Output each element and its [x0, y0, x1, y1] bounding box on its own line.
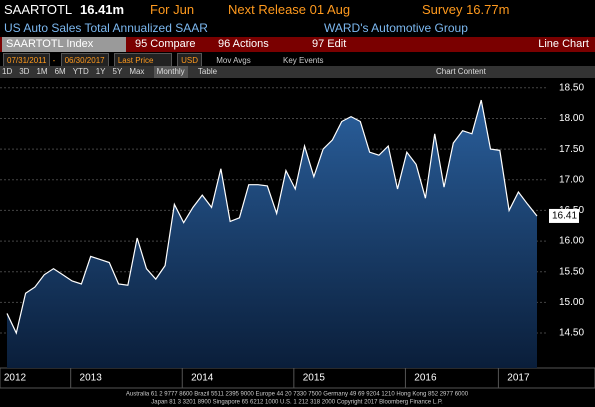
y-tick-label: 18.00: [559, 113, 584, 124]
field[interactable]: Last Price: [113, 53, 172, 66]
y-tick-label: 16.00: [559, 236, 584, 247]
survey: Survey 16.77m: [422, 2, 510, 17]
period-button[interactable]: Max: [129, 67, 145, 76]
currency[interactable]: USD: [177, 53, 202, 66]
mov-avgs[interactable]: Mov Avgs: [216, 56, 251, 65]
x-tick-label: 2014: [191, 373, 214, 384]
toolbar: SAARTOTL Index 95 Compare 96 Actions 97 …: [0, 37, 595, 52]
controls: 07/31/2011 - 06/30/2017 Last Price USD M…: [0, 53, 595, 66]
release: Next Release 01 Aug: [228, 2, 351, 17]
period-button[interactable]: 6M: [54, 67, 66, 76]
description-row: US Auto Sales Total Annualized SAAR WARD…: [0, 20, 595, 36]
y-tick-label: 14.50: [559, 328, 584, 339]
period: For Jun: [150, 2, 195, 17]
y-tick-label: 17.00: [559, 174, 584, 185]
frequency[interactable]: Monthly: [153, 66, 188, 78]
end-date[interactable]: 06/30/2017: [60, 53, 109, 66]
line: [6, 99, 538, 335]
toolbar-button[interactable]: 96 Actions: [218, 38, 269, 50]
period-button[interactable]: 5Y: [112, 67, 123, 76]
area-fill: [7, 100, 537, 368]
y-tick-label: 15.00: [559, 297, 584, 308]
last-value-label: 16.41: [552, 211, 577, 222]
security[interactable]: SAARTOTL Index: [2, 37, 126, 52]
x-tick-label: 2015: [303, 373, 326, 384]
x-tick-label: 2016: [414, 373, 437, 384]
key-events[interactable]: Key Events: [282, 56, 324, 65]
periods: 1D 3D 1M 6M YTD 1Y 5Y Max: [0, 66, 151, 78]
ticker: SAARTOTL: [4, 2, 73, 17]
view-name: Line Chart: [538, 38, 589, 50]
period-button[interactable]: 1M: [36, 67, 48, 76]
y-tick-label: 15.50: [559, 266, 584, 277]
last-value: 16.41m: [80, 2, 125, 17]
y-tick-label: 17.50: [559, 144, 584, 155]
footer-line: Australia 61 2 9777 8600 Brazil 5511 239…: [126, 392, 469, 398]
toolbar-button[interactable]: 95 Compare: [135, 38, 196, 50]
header-row: SAARTOTL 16.41m For Jun Next Release 01 …: [0, 0, 595, 20]
chart-content[interactable]: Chart Content: [436, 67, 486, 76]
toolbar-button[interactable]: 97 Edit: [312, 38, 347, 50]
chart: 14.5015.0015.5016.0016.5017.0017.5018.00…: [0, 78, 595, 406]
footer-line: Japan 81 3 3201 8900 Singapore 65 6212 1…: [151, 400, 443, 406]
period-bar: 1D 3D 1M 6M YTD 1Y 5Y Max Monthly Table Chart C…: [0, 66, 595, 78]
period-button[interactable]: YTD: [72, 67, 89, 76]
x-tick-label: 2012: [4, 373, 27, 384]
period-button[interactable]: 1D: [2, 67, 13, 76]
x-tick-label: 2013: [80, 373, 103, 384]
table-button[interactable]: Table: [197, 67, 218, 76]
source: WARD's Automotive Group: [324, 21, 468, 35]
description: US Auto Sales Total Annualized SAAR: [4, 21, 208, 35]
period-button[interactable]: 1Y: [95, 67, 106, 76]
period-button[interactable]: 3D: [19, 67, 30, 76]
start-date[interactable]: 07/31/2011: [3, 53, 51, 66]
x-tick-label: 2017: [507, 373, 530, 384]
y-tick-label: 18.50: [559, 82, 584, 93]
last-value-box: [549, 208, 579, 223]
